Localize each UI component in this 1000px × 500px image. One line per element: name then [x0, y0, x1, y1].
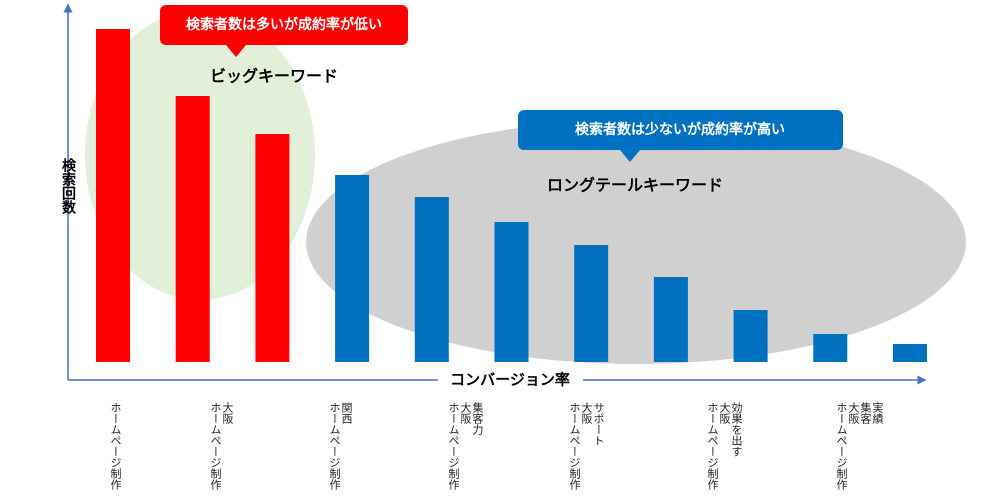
keyword-label: 関西 ホームページ制作 [328, 402, 353, 490]
keyword-line: 集客力 [471, 402, 484, 435]
x-label-bg [438, 368, 583, 392]
keyword-label: 大阪 ホームページ制作 [209, 402, 234, 490]
callout-box [518, 110, 843, 162]
keyword-line: サポート [592, 402, 605, 446]
x-axis-label: コンバージョン率 [450, 371, 570, 389]
bar [175, 96, 210, 362]
keyword-line: ホームページ制作 [328, 402, 341, 490]
bar [653, 277, 688, 362]
keyword-line: 実績 [871, 402, 884, 424]
keyword-line: ホームページ制作 [835, 402, 848, 490]
keyword-label: サポート 大阪 ホームページ制作 [568, 402, 605, 490]
bar [574, 245, 609, 362]
bar [255, 134, 290, 362]
keyword-line: 大阪 [847, 402, 860, 424]
keyword-line: ホームページ制作 [568, 402, 581, 490]
bar [414, 197, 449, 362]
bar [813, 334, 848, 362]
keyword-line: 大阪 [718, 402, 731, 424]
bar [335, 175, 370, 362]
keyword-line: 効果を出す [730, 402, 743, 457]
callout: 検索者数は多いが成約率が低い [186, 16, 382, 33]
keyword-label: ホームページ制作 [109, 402, 122, 490]
keyword-line: ホームページ制作 [447, 402, 460, 490]
keyword-line: ホームページ制作 [209, 402, 222, 490]
bar [733, 310, 768, 362]
bar [96, 29, 130, 362]
keyword-label: 効果を出す 大阪 ホームページ制作 [706, 402, 743, 490]
bar [893, 344, 927, 362]
group-title: ロングテールキーワード [547, 176, 723, 195]
keyword-line: ホームページ制作 [109, 402, 122, 490]
keyword-line: ホームページ制作 [706, 402, 719, 490]
keyword-line: 集客 [859, 402, 872, 424]
keyword-line: 大阪 [221, 402, 234, 424]
y-axis-label: 検索回数 [60, 158, 76, 214]
group-title: ビッグキーワード [210, 67, 338, 86]
callout: 検索者数は少ないが成約率が高い [575, 121, 785, 138]
callout-box [160, 5, 408, 57]
bar [494, 222, 529, 362]
keyword-line: 関西 [340, 402, 353, 424]
keyword-label: 集客力 大阪 ホームページ制作 [447, 402, 484, 490]
keyword-line: 大阪 [459, 402, 472, 424]
keyword-line: 大阪 [580, 402, 593, 424]
long-tail-area [306, 120, 966, 364]
keyword-label: 実績 集客 大阪 ホームページ制作 [835, 402, 884, 490]
